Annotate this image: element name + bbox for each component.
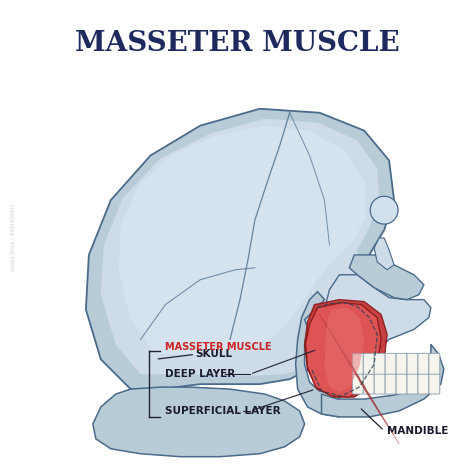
Polygon shape bbox=[325, 275, 431, 374]
FancyBboxPatch shape bbox=[396, 374, 407, 394]
FancyBboxPatch shape bbox=[396, 353, 407, 375]
Polygon shape bbox=[86, 109, 399, 389]
Polygon shape bbox=[321, 345, 444, 417]
Polygon shape bbox=[296, 292, 339, 417]
Text: DEEP LAYER: DEEP LAYER bbox=[165, 369, 236, 379]
Text: MASSETER MUSCLE: MASSETER MUSCLE bbox=[75, 30, 399, 56]
Polygon shape bbox=[305, 300, 387, 397]
FancyBboxPatch shape bbox=[385, 353, 396, 375]
Polygon shape bbox=[118, 126, 366, 354]
Ellipse shape bbox=[370, 196, 398, 224]
FancyBboxPatch shape bbox=[407, 374, 418, 394]
Polygon shape bbox=[93, 387, 305, 457]
Polygon shape bbox=[101, 118, 382, 376]
Polygon shape bbox=[374, 238, 394, 270]
Text: SKULL: SKULL bbox=[195, 349, 232, 359]
Polygon shape bbox=[349, 255, 424, 300]
FancyBboxPatch shape bbox=[374, 353, 385, 375]
FancyBboxPatch shape bbox=[385, 374, 396, 394]
FancyBboxPatch shape bbox=[363, 353, 374, 375]
FancyBboxPatch shape bbox=[352, 374, 363, 394]
FancyBboxPatch shape bbox=[374, 374, 385, 394]
FancyBboxPatch shape bbox=[429, 374, 440, 394]
FancyBboxPatch shape bbox=[352, 353, 363, 375]
FancyBboxPatch shape bbox=[363, 374, 374, 394]
Polygon shape bbox=[325, 308, 364, 392]
Text: SUPERFICIAL LAYER: SUPERFICIAL LAYER bbox=[165, 406, 281, 416]
FancyBboxPatch shape bbox=[418, 374, 429, 394]
Text: MANDIBLE: MANDIBLE bbox=[387, 426, 448, 436]
FancyBboxPatch shape bbox=[429, 353, 440, 375]
FancyBboxPatch shape bbox=[418, 353, 429, 375]
Text: Adobe Stock | #494456407: Adobe Stock | #494456407 bbox=[10, 203, 16, 271]
Polygon shape bbox=[306, 302, 381, 397]
FancyBboxPatch shape bbox=[407, 353, 418, 375]
Text: MASSETER MUSCLE: MASSETER MUSCLE bbox=[165, 342, 272, 352]
